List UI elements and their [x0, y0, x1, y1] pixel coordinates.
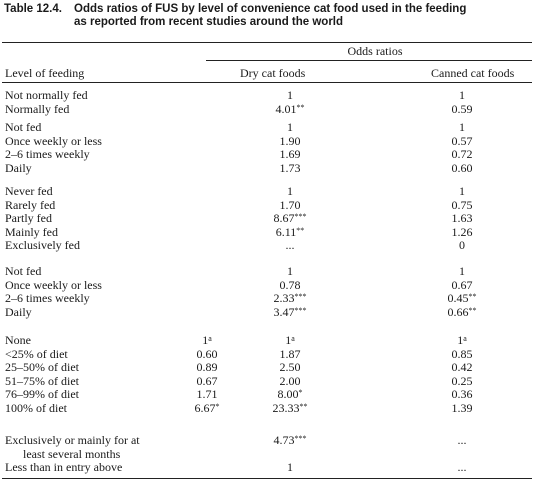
cell-canned: ...: [457, 460, 467, 475]
row-label: 2–6 times weekly: [5, 147, 90, 162]
row-label: Not normally fed: [5, 88, 88, 102]
cell-canned: 0.25: [451, 373, 473, 388]
row-label: Partly fed: [5, 211, 52, 226]
cell-dry: 1.70: [279, 197, 301, 212]
row-label: Not fed: [5, 264, 42, 278]
cell-canned: 0.66**: [447, 304, 477, 319]
cell-dry: ...: [285, 238, 295, 253]
cell-dry: 1.90: [279, 133, 301, 148]
table-number: Table 12.4.: [4, 3, 62, 15]
header-sub-rule: [206, 60, 532, 61]
cell-dry: 1: [287, 88, 293, 102]
row-label: Normally fed: [5, 101, 70, 116]
cell-canned: 1.39: [451, 401, 473, 415]
cell-dry: 2.00: [279, 373, 301, 388]
bottom-rule: [2, 478, 532, 479]
cell-dry: 0.78: [279, 277, 301, 292]
cell-dry: 4.01**: [275, 101, 305, 116]
cell-dry-a: 6.67*: [194, 401, 220, 415]
cell-canned: 0.57: [451, 133, 473, 148]
header-level-of-feeding: Level of feeding: [5, 66, 85, 80]
cell-dry-a: 1.71: [196, 387, 218, 402]
row-label: Once weekly or less: [5, 133, 102, 148]
header-rule: [2, 82, 532, 83]
row-label: 25–50% of diet: [5, 360, 79, 375]
cell-canned: 0.72: [451, 147, 473, 162]
cell-canned: 1.26: [451, 224, 473, 239]
cell-dry: 6.11**: [275, 224, 305, 239]
cell-dry-a: 1a: [202, 333, 212, 347]
cell-dry: 8.00*: [277, 387, 303, 402]
row-label: Not fed: [5, 120, 42, 134]
cell-dry-a: 0.89: [196, 360, 218, 375]
cell-canned: 1: [459, 88, 465, 102]
row-label: Daily: [5, 160, 32, 175]
row-label: 76–99% of diet: [5, 387, 79, 402]
caption-line-1: Odds ratios of FUS by level of convenien…: [74, 3, 467, 15]
cell-dry: 1: [287, 184, 293, 198]
row-label: 51–75% of diet: [5, 373, 79, 388]
cell-dry: 1: [287, 120, 293, 134]
row-label: Less than in entry above: [5, 460, 123, 475]
cell-canned: 1.63: [451, 211, 473, 226]
row-label: Rarely fed: [5, 197, 56, 212]
cell-canned: 1a: [457, 333, 467, 347]
row-label: None: [5, 333, 31, 347]
cell-canned: ...: [457, 433, 467, 447]
cell-canned: 0.36: [451, 387, 473, 402]
cell-dry: 1.87: [279, 346, 301, 361]
cell-dry-a: 0.67: [196, 373, 218, 388]
cell-dry: 8.67***: [273, 211, 307, 226]
cell-dry-a: 0.60: [196, 346, 218, 361]
cell-dry: 1.69: [279, 147, 301, 162]
row-label: <25% of diet: [5, 346, 68, 361]
row-label: Mainly fed: [5, 224, 58, 239]
row-label: 2–6 times weekly: [5, 291, 90, 306]
cell-canned: 1: [459, 120, 465, 134]
cell-dry: 1.73: [279, 160, 301, 175]
cell-dry: 1: [287, 264, 293, 278]
table-caption: Table 12.4. Odds ratios of FUS by level o…: [4, 3, 532, 29]
cell-dry: 2.50: [279, 360, 301, 375]
cell-canned: 0.42: [451, 360, 473, 375]
header-odds-ratios: Odds ratios: [347, 44, 403, 58]
cell-canned: 0.67: [451, 277, 473, 292]
caption-line-2: as reported from recent studies around t…: [74, 16, 344, 28]
cell-canned: 0.60: [451, 160, 473, 175]
cell-canned: 1: [459, 184, 465, 198]
row-label: Exclusively or mainly for at: [5, 433, 140, 447]
header-canned-cat-foods: Canned cat foods: [431, 66, 515, 80]
top-rule: [2, 42, 532, 43]
cell-dry: 23.33**: [272, 401, 308, 415]
row-label: Exclusively fed: [5, 238, 80, 253]
cell-dry: 2.33***: [273, 291, 307, 306]
row-label: Daily: [5, 304, 32, 319]
header-dry-cat-foods: Dry cat foods: [240, 66, 306, 80]
cell-dry: 1a: [285, 333, 295, 347]
cell-canned: 0.45**: [447, 291, 477, 306]
row-label: Never fed: [5, 184, 53, 198]
cell-canned: 1: [459, 264, 465, 278]
row-label: Once weekly or less: [5, 277, 102, 292]
cell-canned: 0: [459, 238, 465, 253]
cell-canned: 0.59: [451, 101, 473, 116]
cell-canned: 0.85: [451, 346, 473, 361]
row-label-continued: least several months: [23, 446, 121, 461]
row-label: 100% of diet: [5, 401, 67, 415]
cell-canned: 0.75: [451, 197, 473, 212]
cell-dry: 4.73***: [273, 433, 307, 447]
cell-dry: 1: [287, 460, 293, 475]
cell-dry: 3.47***: [273, 304, 307, 319]
